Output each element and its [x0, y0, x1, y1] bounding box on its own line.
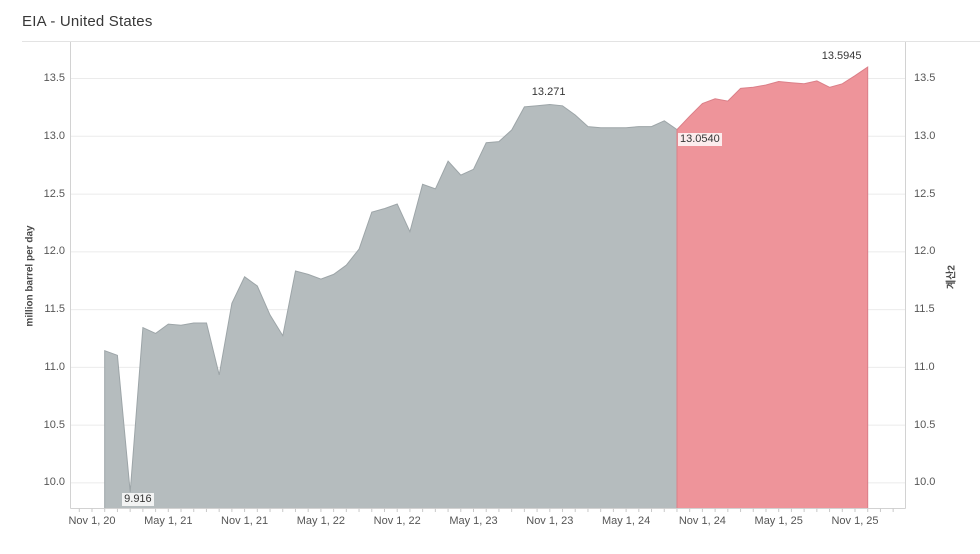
y-axis-left-tick-label: 12.0 [43, 245, 65, 258]
y-axis-left-tick-label: 13.5 [43, 72, 65, 85]
y-axis-left-tick-label: 10.5 [43, 418, 65, 431]
y-axis-left-tick-label: 12.5 [43, 187, 65, 200]
forecast-area-edge [676, 66, 869, 509]
y-axis-right-tick-label: 11.5 [914, 303, 935, 316]
y-axis-right-tick-label: 10.5 [914, 418, 936, 431]
x-axis-tick-label: Nov 1, 24 [678, 515, 726, 527]
point-label: 9.916 [122, 493, 154, 506]
y-axis-left-tick-label: 11.5 [44, 303, 65, 316]
history-area[interactable] [104, 104, 677, 509]
y-axis-left-tick-label: 11.0 [44, 360, 65, 373]
sheet-title: EIA - United States [22, 13, 153, 30]
x-axis-tick-label: Nov 1, 23 [526, 515, 574, 527]
x-axis-tick-label: May 1, 25 [754, 515, 803, 527]
point-label: 13.0540 [677, 132, 722, 146]
x-axis-tick-label: May 1, 22 [296, 515, 346, 527]
y-axis-left-tick-label: 13.0 [43, 129, 65, 142]
title-divider [22, 41, 980, 42]
point-label: 13.271 [529, 86, 568, 100]
y-axis-right-title: 계산2 [946, 265, 958, 289]
y-axis-right-tick-label: 11.0 [914, 360, 935, 373]
history-area-edge [104, 103, 678, 509]
y-axis-left-tick-label: 10.0 [43, 476, 65, 489]
x-axis-tick-label: Nov 1, 21 [221, 515, 269, 527]
x-axis-tick-label: Nov 1, 25 [831, 515, 879, 527]
y-axis-right-tick-label: 10.0 [914, 476, 936, 489]
forecast-area[interactable] [677, 67, 868, 509]
y-axis-right-tick-label: 12.0 [914, 245, 936, 258]
y-axis-left-title: million barrel per day [24, 225, 36, 327]
x-axis-tick-label: May 1, 21 [144, 515, 193, 527]
y-axis-right-tick-label: 12.5 [914, 187, 936, 200]
point-label: 13.5945 [819, 50, 864, 64]
x-axis-tick-label: Nov 1, 20 [68, 515, 116, 527]
x-axis-tick-label: May 1, 23 [449, 515, 498, 527]
y-axis-right-tick-label: 13.0 [914, 129, 936, 142]
x-axis-tick-label: May 1, 24 [601, 515, 651, 527]
x-axis-tick-label: Nov 1, 22 [373, 515, 421, 527]
y-axis-right-tick-label: 13.5 [914, 72, 936, 85]
